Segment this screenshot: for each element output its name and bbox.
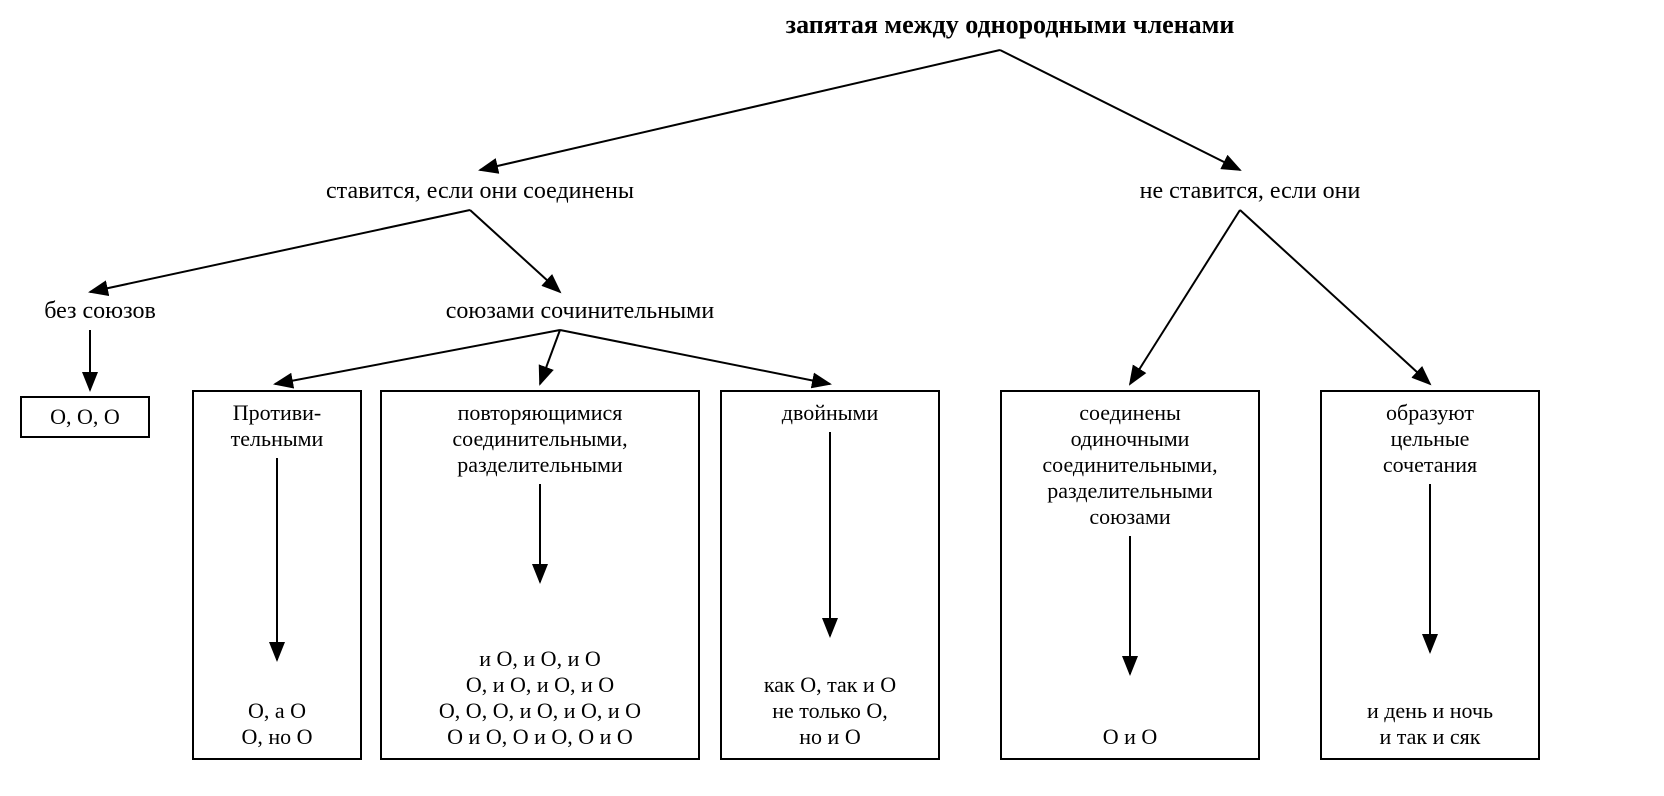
box-title: Противи-тельными [231,400,324,452]
box-box4: соединеныодиночнымисоединительными,разде… [1000,390,1260,760]
box-box2: повторяющимисясоединительными,разделител… [380,390,700,760]
arrow-down-icon [202,456,352,674]
arrow-down-icon [1330,482,1530,666]
box-title: образуютцельныесочетания [1383,400,1477,478]
label-left-branch: ставится, если они соединены [270,178,690,205]
label-no-unions: без союзов [20,298,180,325]
box-examples: и день и ночьи так и сяк [1367,698,1493,750]
box-examples: О и О [1103,724,1158,750]
arrow-down-icon [390,482,690,596]
box-examples: как О, так и Оне только О,но и О [764,672,896,750]
label-coord-unions: союзами сочинительными [410,298,750,325]
arrow-down-icon [730,430,930,650]
box-box1: Противи-тельными О, а ОО, но О [192,390,362,760]
box-title: соединеныодиночнымисоединительными,разде… [1042,400,1217,530]
label-right-branch: не ставится, если они [1070,178,1430,205]
box-title: двойными [782,400,878,426]
arrow-down-icon [1010,534,1250,688]
box-title: повторяющимисясоединительными,разделител… [452,400,627,478]
box-box3: двойными как О, так и Оне только О,но и О [720,390,940,760]
box-no-unions-example: О, О, О [20,396,150,438]
box-box5: образуютцельныесочетания и день и ночьи т… [1320,390,1540,760]
box-examples: и О, и О, и ОО, и О, и О, и ОО, О, О, и … [439,646,641,750]
diagram-title: запятая между однородными членами [660,10,1360,40]
box-examples: О, а ОО, но О [241,698,312,750]
